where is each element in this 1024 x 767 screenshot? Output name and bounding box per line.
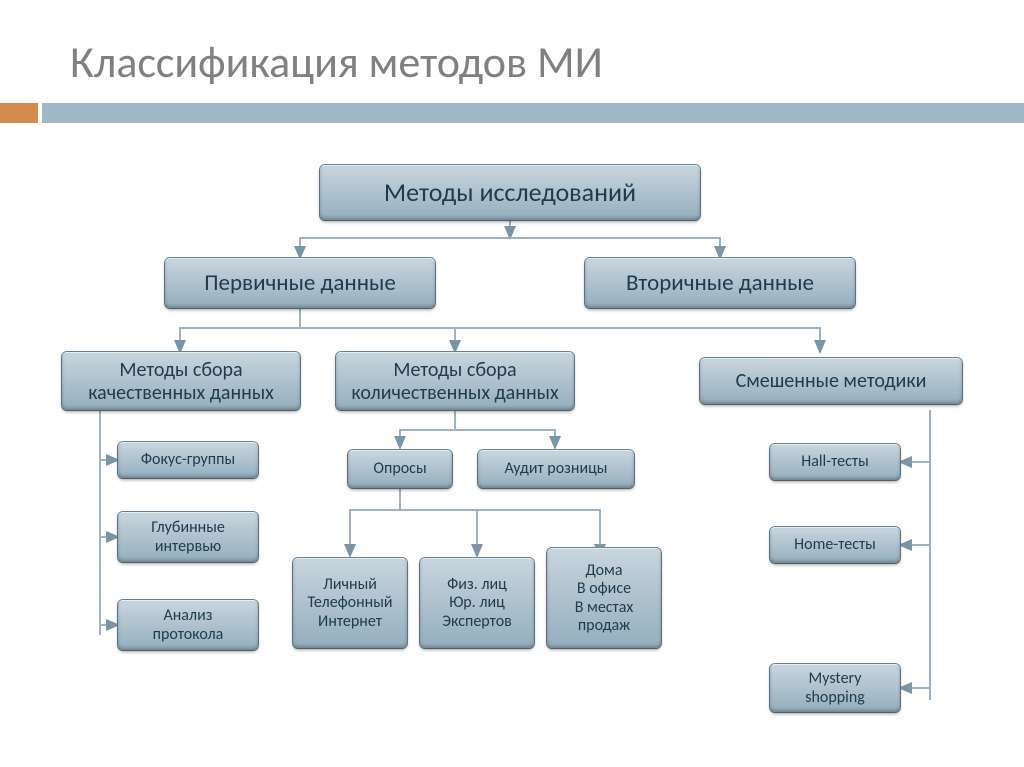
node-home-tests: Home-тесты [770,527,900,563]
node-root: Методы исследований [320,165,700,220]
node-quantitative: Методы сбора количественных данных [336,352,574,410]
node-focus-groups: Фокус-группы [118,442,258,478]
node-secondary: Вторичные данные [585,258,855,308]
node-home-office-pos: Дома В офисе В местах продаж [547,548,661,648]
node-mystery-shopping: Mystery shopping [770,664,900,712]
page-title: Классификация методов МИ [70,35,603,89]
node-retail-audit: Аудит розницы [478,450,634,488]
node-personal-phone-internet: Личный Телефонный Интернет [293,558,407,648]
decor-blue-bar [42,103,1024,123]
node-phys-legal-expert: Физ. лиц Юр. лиц Экспертов [420,558,534,648]
node-protocol-analysis: Анализ протокола [118,600,258,650]
node-qualitative: Методы сбора качественных данных [62,352,300,410]
node-mixed: Смешенные методики [700,358,962,404]
node-surveys: Опросы [348,450,452,488]
node-primary: Первичные данные [165,258,435,308]
decor-orange-bar [0,103,38,123]
node-depth-interview: Глубинные интервью [118,512,258,562]
node-hall-tests: Hall-тесты [770,444,900,480]
